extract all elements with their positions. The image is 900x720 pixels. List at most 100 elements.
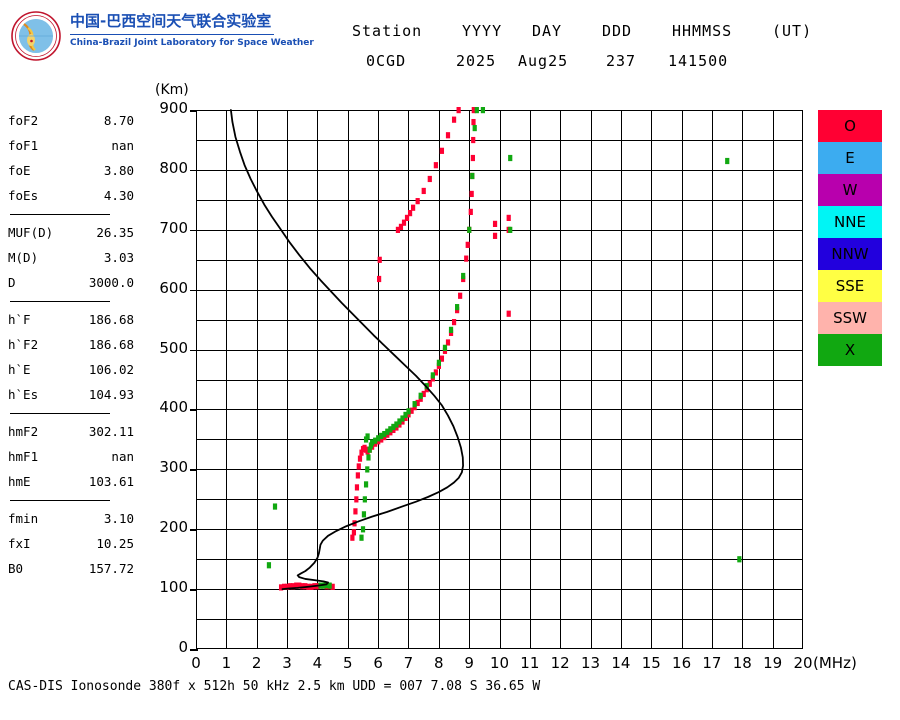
legend-item-sse[interactable]: SSE	[818, 270, 882, 302]
echo-pixel	[451, 319, 457, 326]
legend-item-o[interactable]: O	[818, 110, 882, 142]
echo-pixel	[508, 226, 513, 233]
x-tick-label: 15	[641, 654, 661, 672]
param-row-hf2: h`F2 186.68	[8, 332, 138, 357]
x-tick-label: 17	[702, 654, 722, 672]
param-row-hmf1: hmF1 nan	[8, 444, 138, 469]
y-tick-label: 300	[128, 458, 198, 476]
echo-pixel	[456, 107, 461, 114]
echo-pixel	[468, 208, 473, 216]
legend-item-ssw[interactable]: SSW	[818, 302, 882, 334]
ionogram-plot[interactable]	[196, 107, 803, 649]
param-row-hf: h`F 186.68	[8, 307, 138, 332]
param-key: fmin	[8, 511, 39, 526]
legend-item-nnw[interactable]: NNW	[818, 238, 882, 270]
echo-pixel	[394, 421, 399, 428]
param-value: nan	[111, 138, 134, 153]
header-label-row: Station YYYY DAY DDD HHMMSS (UT)	[330, 16, 811, 46]
param-key: hmF2	[8, 424, 39, 439]
echo-pixel	[359, 534, 364, 541]
echo-pixel	[461, 272, 466, 280]
echo-pixel	[406, 408, 411, 415]
y-tick-label: 100	[128, 578, 198, 596]
echo-pixel	[458, 292, 463, 299]
param-key: foF1	[8, 138, 39, 153]
echo-pixel	[365, 433, 370, 440]
echo-pixel	[379, 436, 384, 443]
header-value-1: 2025	[456, 52, 497, 70]
param-value: 26.35	[96, 225, 134, 240]
y-tick-label: 600	[128, 279, 198, 297]
echo-pixel	[365, 448, 370, 455]
echo-pixel	[353, 508, 358, 515]
param-value: nan	[111, 449, 134, 464]
param-key: D	[8, 275, 16, 290]
legend-item-x[interactable]: X	[818, 334, 882, 366]
echo-pixel	[356, 463, 361, 470]
echo-pixel	[355, 472, 360, 479]
trace-scattered-echoes-x	[266, 154, 742, 569]
y-tick-label: 800	[128, 159, 198, 177]
x-tick-label: 10	[489, 654, 510, 672]
echo-pixel	[367, 446, 372, 453]
gridline-vertical	[499, 110, 501, 649]
param-row-md: M(D) 3.03	[8, 245, 138, 270]
echo-pixel	[472, 124, 477, 132]
echo-pixel	[415, 198, 420, 205]
param-value: 3.80	[103, 163, 134, 178]
echo-pixel	[297, 582, 302, 589]
param-value: 3000.0	[88, 275, 134, 290]
header-label-1: YYYY	[462, 22, 503, 40]
x-tick-label: 14	[611, 654, 631, 672]
param-value: 4.30	[103, 188, 134, 203]
header-value-0: 0CGD	[366, 52, 407, 70]
legend-item-label: NNE	[834, 213, 866, 231]
param-key: foF2	[8, 113, 39, 128]
y-tick-mark	[190, 649, 198, 651]
y-tick-label: 900	[128, 99, 198, 117]
echo-pixel	[327, 582, 332, 589]
x-tick-label: 12	[550, 654, 570, 672]
echo-pixel	[354, 496, 359, 503]
param-row-fof1: foF1 nan	[8, 133, 138, 158]
param-divider	[8, 295, 138, 307]
param-key: M(D)	[8, 250, 39, 265]
electron-density-profile-curve	[230, 109, 464, 591]
echo-pixel	[492, 220, 498, 227]
x-axis-unit-label: (MHz)	[813, 654, 857, 672]
echo-pixel	[427, 380, 432, 387]
param-row-he: h`E 106.02	[8, 357, 138, 382]
echo-pixel	[291, 583, 296, 590]
param-row-hme: hmE 103.61	[8, 469, 138, 494]
param-divider	[8, 494, 138, 506]
y-tick-mark	[190, 529, 198, 531]
legend-item-label: O	[844, 117, 856, 135]
header-label-5: (UT)	[772, 22, 813, 40]
echo-pixel	[411, 204, 416, 211]
x-tick-label: 6	[373, 654, 383, 672]
param-key: h`E	[8, 362, 31, 377]
gridline-vertical	[256, 110, 258, 649]
echo-pixel	[285, 583, 290, 590]
echo-pixel	[391, 423, 396, 431]
legend-item-nne[interactable]: NNE	[818, 206, 882, 238]
y-tick-label: 700	[128, 219, 198, 237]
echo-pixel	[445, 132, 451, 139]
gridline-vertical	[742, 110, 744, 649]
param-row-d: D 3000.0	[8, 270, 138, 295]
echo-pixel	[725, 157, 730, 165]
header-value-3: 237	[606, 52, 637, 70]
param-row-hes: h`Es 104.93	[8, 382, 138, 407]
echo-pixel	[379, 432, 384, 439]
echo-pixel	[294, 582, 299, 589]
x-tick-label: 19	[763, 654, 783, 672]
echo-pixel	[282, 583, 287, 590]
legend-item-e[interactable]: E	[818, 142, 882, 174]
gridline-vertical	[287, 110, 289, 649]
x-tick-label: 0	[191, 654, 201, 672]
echo-pixel	[421, 187, 426, 195]
sounding-header: Station YYYY DAY DDD HHMMSS (UT) 0CGD 2025 Aug2…	[330, 16, 811, 76]
x-tick-label: 9	[464, 654, 474, 672]
x-tick-label: 8	[434, 654, 444, 672]
legend-item-w[interactable]: W	[818, 174, 882, 206]
